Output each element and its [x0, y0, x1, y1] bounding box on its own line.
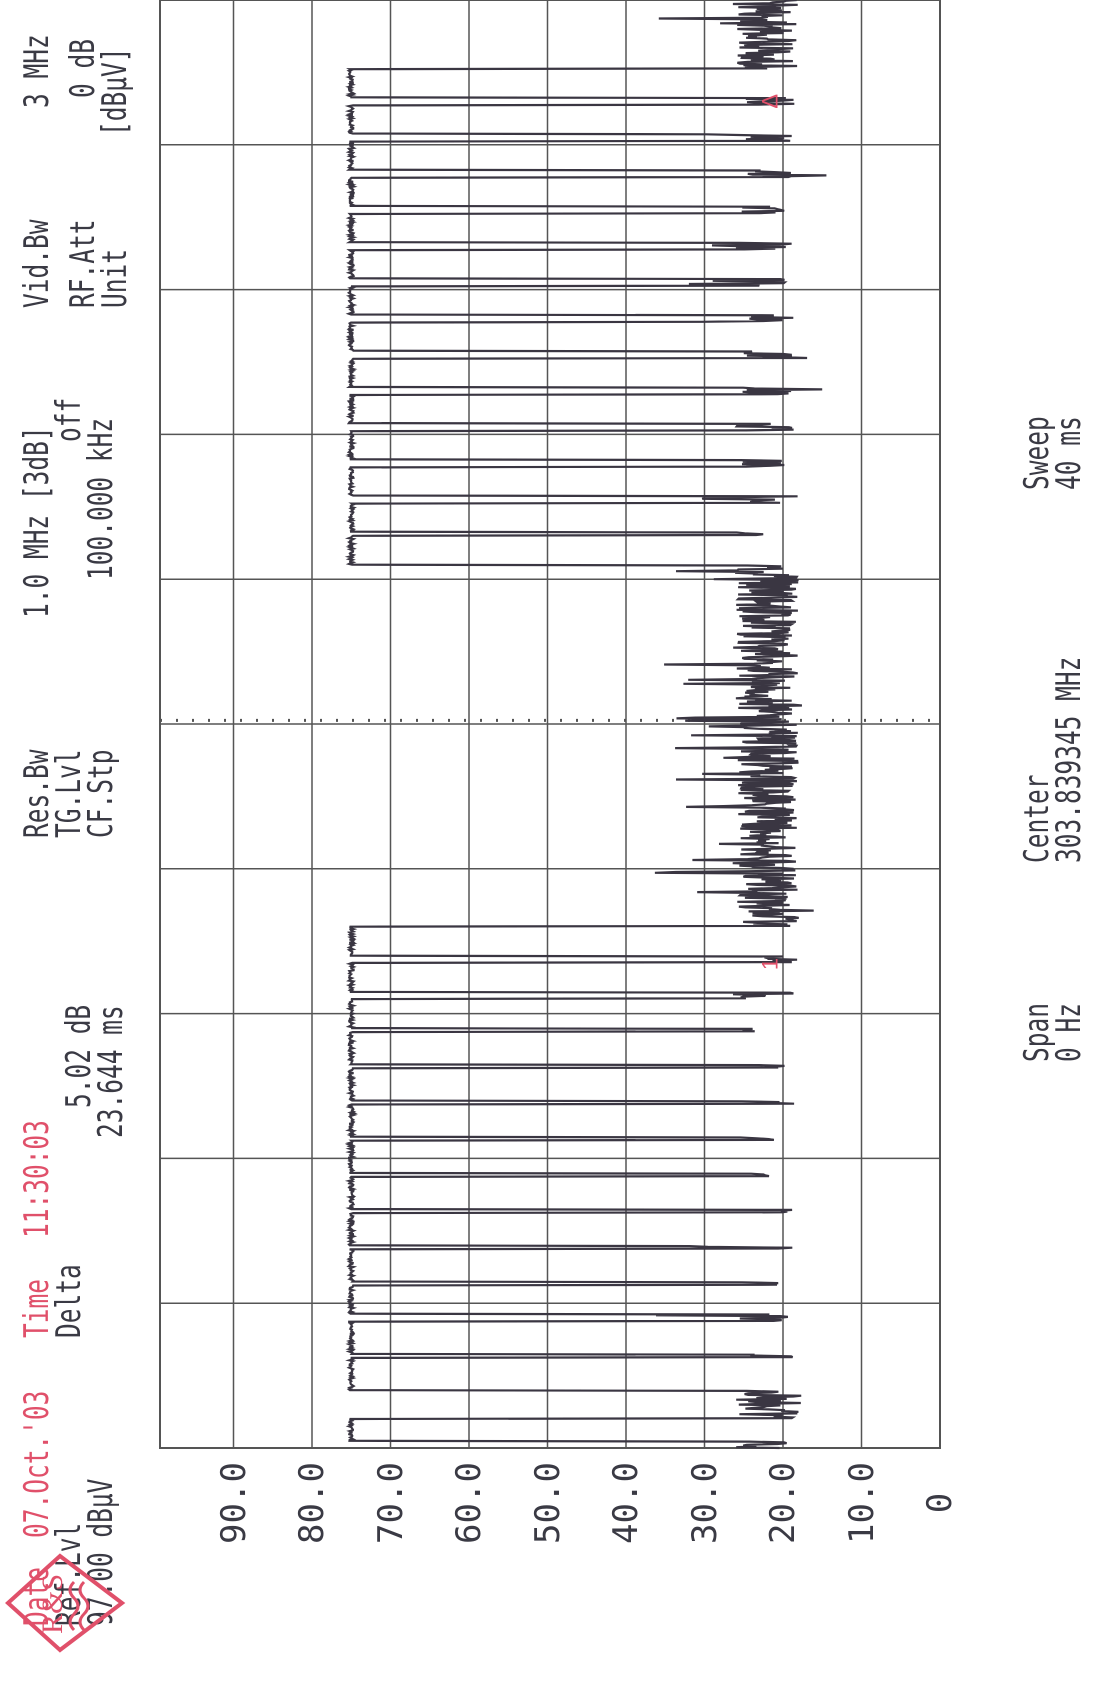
sweep-value: 40 ms [1049, 416, 1089, 490]
y-tick-label: 40.0 [606, 1462, 646, 1544]
center-value: 303.839345 MHz [1049, 656, 1089, 863]
y-tick-label: 50.0 [527, 1462, 568, 1544]
y-tick-label: 90.0 [213, 1462, 254, 1544]
y-tick-label: 20.0 [763, 1462, 803, 1544]
y-tick-label: 70.0 [370, 1462, 411, 1544]
logo-text: R&S [36, 1574, 69, 1634]
y-tick-label: 60.0 [449, 1462, 489, 1544]
y-tick-label: 80.0 [292, 1462, 332, 1544]
signal-trace [344, 0, 827, 1450]
span-value: 0 Hz [1049, 1003, 1089, 1062]
rs-logo: R&S [5, 1553, 126, 1653]
marker-delta: Δ [757, 94, 782, 109]
y-tick-label: 30.0 [684, 1462, 725, 1544]
marker-one: 1 [757, 958, 782, 970]
y-tick-label: 0 [920, 1492, 960, 1514]
y-tick-label: 10.0 [841, 1462, 882, 1544]
